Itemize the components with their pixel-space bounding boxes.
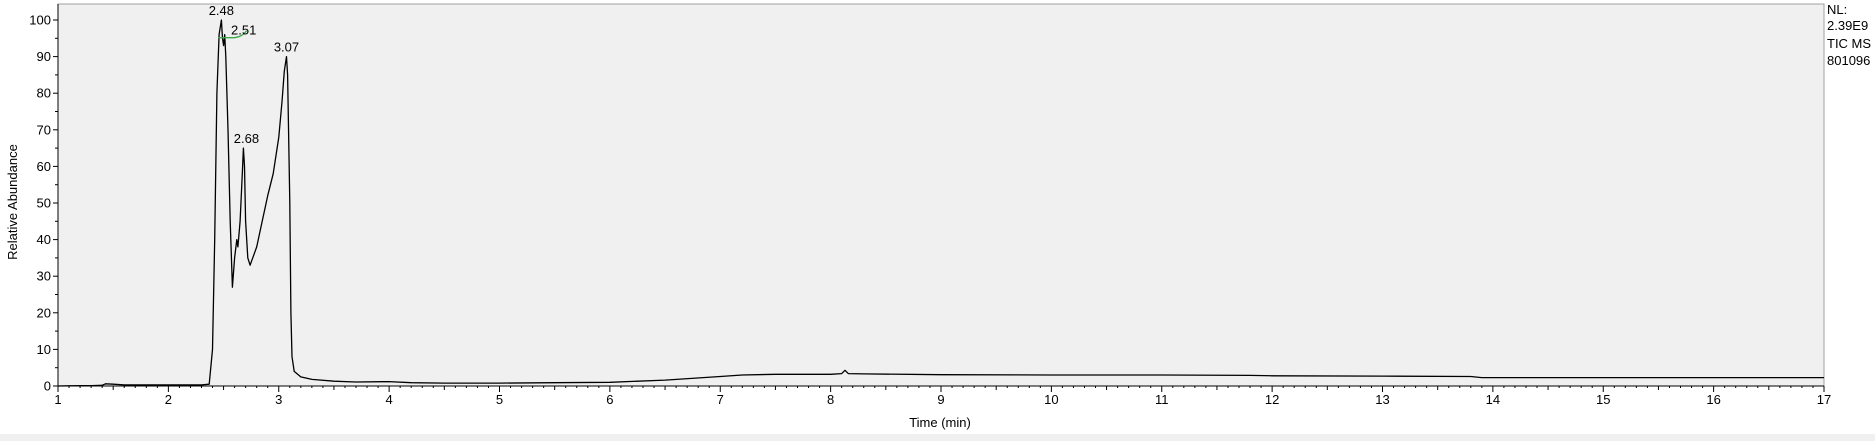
plot-background — [57, 3, 1825, 387]
tic-trace — [57, 19, 1824, 387]
peak-label: 2.51 — [231, 23, 256, 38]
y-tick-label: 20 — [37, 305, 51, 320]
peak-label: 3.07 — [274, 40, 299, 55]
x-tick-label: 10 — [1044, 392, 1058, 407]
x-tick-label: 5 — [496, 392, 503, 407]
peak-label: 2.48 — [209, 3, 234, 18]
info-line-4: 801096 — [1827, 53, 1870, 68]
y-axis: 0 10 20 30 40 50 60 70 80 90 100 — [29, 4, 59, 394]
peak-label: 2.68 — [234, 131, 259, 146]
y-tick-label: 100 — [29, 13, 51, 28]
x-tick-label: 8 — [827, 392, 834, 407]
y-tick-label: 60 — [37, 159, 51, 174]
x-tick-label: 11 — [1155, 392, 1169, 407]
x-tick-label: 16 — [1706, 392, 1720, 407]
bottom-strip — [0, 434, 1875, 441]
info-line-3: TIC MS — [1827, 36, 1871, 51]
info-line-1: NL: — [1827, 2, 1847, 17]
y-tick-label: 80 — [37, 86, 51, 101]
x-tick-label: 2 — [165, 392, 172, 407]
integration-marker — [218, 30, 248, 39]
x-tick-label: 17 — [1817, 392, 1831, 407]
y-tick-label: 50 — [37, 196, 51, 211]
x-tick-label: 6 — [606, 392, 613, 407]
y-tick-label: 10 — [37, 342, 51, 357]
x-tick-label: 3 — [275, 392, 282, 407]
x-tick-label: 4 — [386, 392, 393, 407]
x-axis: 1 2 3 4 5 6 7 8 9 10 11 12 13 14 15 16 17 — [54, 385, 1831, 407]
x-tick-label: 12 — [1265, 392, 1279, 407]
y-tick-label: 0 — [44, 379, 51, 394]
y-tick-label: 30 — [37, 269, 51, 284]
y-tick-label: 90 — [37, 49, 51, 64]
x-tick-label: 14 — [1486, 392, 1500, 407]
y-tick-label: 40 — [37, 232, 51, 247]
x-tick-label: 15 — [1596, 392, 1610, 407]
info-line-2: 2.39E9 — [1827, 18, 1868, 33]
y-tick-label: 70 — [37, 122, 51, 137]
x-tick-label: 9 — [937, 392, 944, 407]
x-tick-label: 7 — [717, 392, 724, 407]
peak-labels: 2.48 2.51 2.68 3.07 — [209, 3, 299, 146]
y-axis-title: Relative Abundance — [5, 144, 20, 260]
info-block: NL: 2.39E9 TIC MS 801096 — [1827, 2, 1871, 68]
x-tick-label: 1 — [54, 392, 61, 407]
x-tick-label: 13 — [1375, 392, 1389, 407]
x-axis-title: Time (min) — [909, 415, 971, 430]
